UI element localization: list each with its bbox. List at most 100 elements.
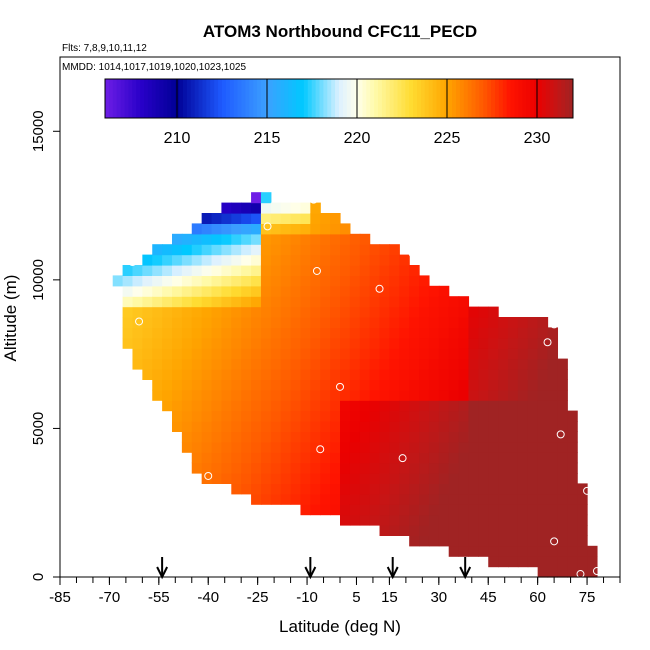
heatmap-cell	[468, 337, 479, 349]
heatmap-cell	[181, 348, 193, 360]
heatmap-cell	[270, 452, 282, 464]
heatmap-cell	[438, 514, 450, 526]
heatmap-cell	[280, 389, 292, 401]
heatmap-cell	[330, 473, 341, 484]
heatmap-cell	[330, 348, 341, 360]
heatmap-cell	[448, 452, 460, 464]
heatmap-cell	[142, 285, 153, 297]
heatmap-cell	[251, 379, 262, 391]
heatmap-cell	[537, 348, 549, 360]
heatmap-cell	[379, 348, 391, 360]
heatmap-cell	[379, 410, 391, 422]
heatmap-cell	[399, 265, 410, 276]
heatmap-cell	[537, 525, 549, 536]
heatmap-cell	[488, 348, 499, 360]
heatmap-cell	[310, 441, 321, 453]
heatmap-cell	[409, 285, 420, 297]
colorbar-segment	[339, 79, 344, 118]
heatmap-cell	[241, 462, 252, 474]
heatmap-cell	[181, 233, 193, 245]
heatmap-cell	[547, 545, 559, 557]
heatmap-cell	[270, 483, 282, 495]
heatmap-cell	[458, 431, 470, 443]
heatmap-cell	[498, 337, 509, 349]
heatmap-cell	[241, 213, 252, 224]
heatmap-cell	[399, 306, 410, 318]
heatmap-cell	[448, 358, 460, 370]
heatmap-cell	[349, 379, 361, 391]
heatmap-cell	[340, 265, 351, 276]
chart-subtitle-dates: MMDD: 1014,1017,1019,1020,1023,1025	[62, 62, 246, 73]
heatmap-cell	[330, 306, 341, 318]
heatmap-cell	[448, 337, 460, 349]
heatmap-cell	[142, 306, 153, 318]
heatmap-cell	[448, 431, 460, 443]
heatmap-cell	[359, 431, 371, 443]
heatmap-cell	[122, 285, 134, 297]
heatmap-cell	[567, 514, 578, 526]
heatmap-cell	[438, 410, 450, 422]
heatmap-cell	[468, 410, 479, 422]
heatmap-cell	[142, 358, 153, 370]
heatmap-cell	[478, 317, 489, 328]
sample-marker	[398, 454, 407, 463]
flight-arrow-head	[304, 566, 317, 580]
y-tick-label: 0	[30, 573, 47, 581]
colorbar-segment	[108, 79, 114, 118]
sample-marker	[543, 338, 552, 347]
heatmap-cell	[191, 431, 203, 443]
heatmap-cell	[162, 358, 173, 370]
heatmap-cell	[567, 410, 578, 422]
heatmap-cell	[349, 358, 361, 370]
heatmap-cell	[359, 306, 371, 318]
heatmap-cell	[280, 265, 292, 276]
sample-marker	[336, 382, 344, 391]
heatmap-cell	[399, 337, 410, 349]
heatmap-cell	[458, 410, 470, 422]
heatmap-cell	[517, 535, 529, 547]
heatmap-cell	[458, 348, 470, 360]
heatmap-cell	[241, 327, 252, 339]
heatmap-cell	[290, 296, 302, 308]
heatmap-cell	[320, 306, 331, 318]
heatmap-cell	[340, 223, 351, 235]
heatmap-cell	[201, 358, 213, 370]
heatmap-cell	[547, 452, 559, 464]
heatmap-cell	[508, 462, 519, 474]
colorbar-segment	[413, 79, 418, 118]
heatmap-cell	[468, 473, 479, 484]
heatmap-cell	[409, 348, 420, 360]
heatmap-cell	[458, 525, 470, 536]
heatmap-cell	[547, 337, 559, 349]
heatmap-cell	[241, 410, 252, 422]
heatmap-cell	[547, 369, 559, 380]
heatmap-cell	[557, 421, 568, 432]
heatmap-cell	[399, 379, 410, 391]
heatmap-cell	[211, 317, 223, 328]
heatmap-cell	[172, 317, 183, 328]
heatmap-cell	[280, 483, 292, 495]
heatmap-cell	[547, 410, 559, 422]
heatmap-cell	[547, 525, 559, 536]
colorbar-segment	[342, 79, 348, 118]
heatmap-cell	[310, 483, 321, 495]
heatmap-cell	[478, 369, 489, 380]
colorbar-segment	[518, 79, 523, 118]
heatmap-cell	[369, 327, 381, 339]
heatmap-cell	[478, 473, 489, 484]
heatmap-cell	[320, 410, 331, 422]
colorbar-segment	[233, 79, 239, 118]
heatmap-cell	[567, 483, 578, 495]
colorbar-segment	[276, 79, 281, 118]
heatmap-cell	[231, 389, 242, 401]
colorbar-segment	[284, 79, 289, 118]
heatmap-cell	[458, 358, 470, 370]
heatmap-cell	[280, 410, 292, 422]
sample-marker	[128, 258, 137, 267]
heatmap-cell	[359, 327, 371, 339]
heatmap-cell	[280, 244, 292, 256]
heatmap-cell	[547, 441, 559, 453]
heatmap-cell	[221, 348, 232, 360]
heatmap-cell	[172, 379, 183, 391]
heatmap-cell	[191, 379, 203, 391]
